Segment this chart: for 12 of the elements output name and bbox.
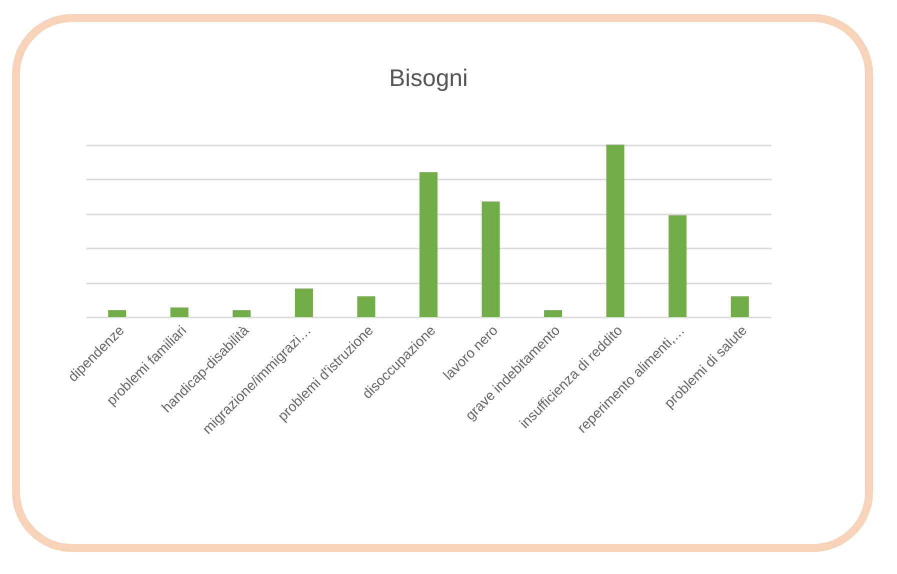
bar (668, 215, 687, 317)
bar (544, 310, 562, 317)
bar (357, 296, 376, 317)
bar (232, 310, 251, 317)
chart-title: Bisogni (389, 65, 468, 92)
bar (108, 310, 126, 317)
bar (170, 308, 188, 317)
bar (730, 296, 749, 317)
bar (482, 201, 500, 317)
bar (420, 172, 438, 317)
bar (294, 288, 313, 317)
bar (606, 144, 624, 317)
